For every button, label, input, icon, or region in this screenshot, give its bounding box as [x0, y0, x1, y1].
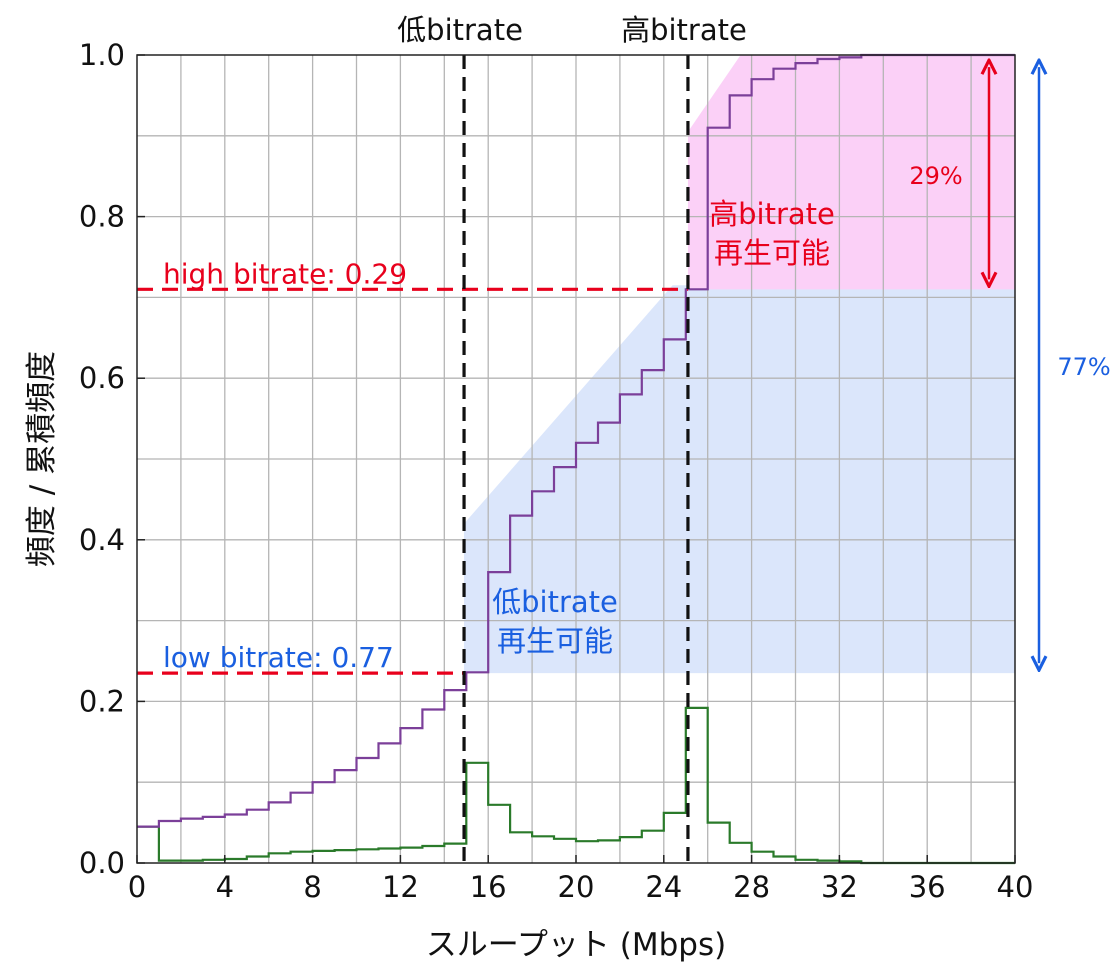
y-tick-label: 0.6 [79, 361, 125, 395]
y-tick-label: 0.2 [79, 684, 125, 718]
grid [137, 55, 1015, 863]
frequency-line [137, 706, 1015, 865]
low-bitrate-region [464, 285, 1015, 674]
high-bitrate-region [687, 55, 1015, 290]
y-tick-label: 1.0 [79, 38, 125, 72]
low-bitrate-marker-label: low bitrate: 0.77 [163, 641, 394, 674]
x-tick-label: 20 [558, 870, 595, 904]
y-tick-label: 0.8 [79, 200, 125, 234]
x-tick-label: 28 [733, 870, 770, 904]
x-tick-label: 40 [997, 870, 1034, 904]
x-tick-label: 8 [303, 870, 321, 904]
percent-77-label: 77% [1057, 353, 1110, 381]
shaded-regions [464, 55, 1015, 674]
low-region-label-line2: 再生可能 [497, 624, 613, 658]
x-tick-label: 32 [821, 870, 858, 904]
x-tick-label: 0 [128, 870, 146, 904]
x-tick-label: 4 [216, 870, 234, 904]
high-region-label-line1: 高bitrate [709, 197, 835, 231]
axis-ticks: 0 4 8 12 16 20 24 28 32 36 40 0.0 0.2 0.4 0.6 0.8 1.0 [79, 38, 1034, 904]
y-axis-label: 頻度 / 累積頻度 [24, 351, 60, 567]
x-tick-label: 16 [470, 870, 507, 904]
cumulative-frequency-line [137, 53, 1015, 828]
chart-labels: スループット (Mbps) 頻度 / 累積頻度 [24, 351, 726, 963]
x-axis-label: スループット (Mbps) [426, 927, 726, 963]
y-tick-label: 0.4 [79, 523, 125, 557]
high-bitrate-threshold-label: 高bitrate [621, 13, 747, 47]
percent-29-label: 29% [909, 162, 962, 190]
high-region-label-line2: 再生可能 [714, 236, 830, 270]
x-tick-label: 36 [909, 870, 946, 904]
y-tick-label: 0.0 [79, 846, 125, 880]
threshold-lines: high bitrate: 0.29 low bitrate: 0.77 低bitr… [137, 13, 747, 863]
low-bitrate-threshold-label: 低bitrate [397, 13, 523, 47]
high-bitrate-marker-label: high bitrate: 0.29 [163, 257, 407, 290]
low-region-label-line1: 低bitrate [492, 585, 618, 619]
x-tick-label: 24 [645, 870, 682, 904]
annotations: 低bitrate 再生可能 高bitrate 再生可能 29% 77% [492, 67, 1111, 663]
x-tick-label: 12 [382, 870, 419, 904]
series-lines [137, 53, 1015, 865]
